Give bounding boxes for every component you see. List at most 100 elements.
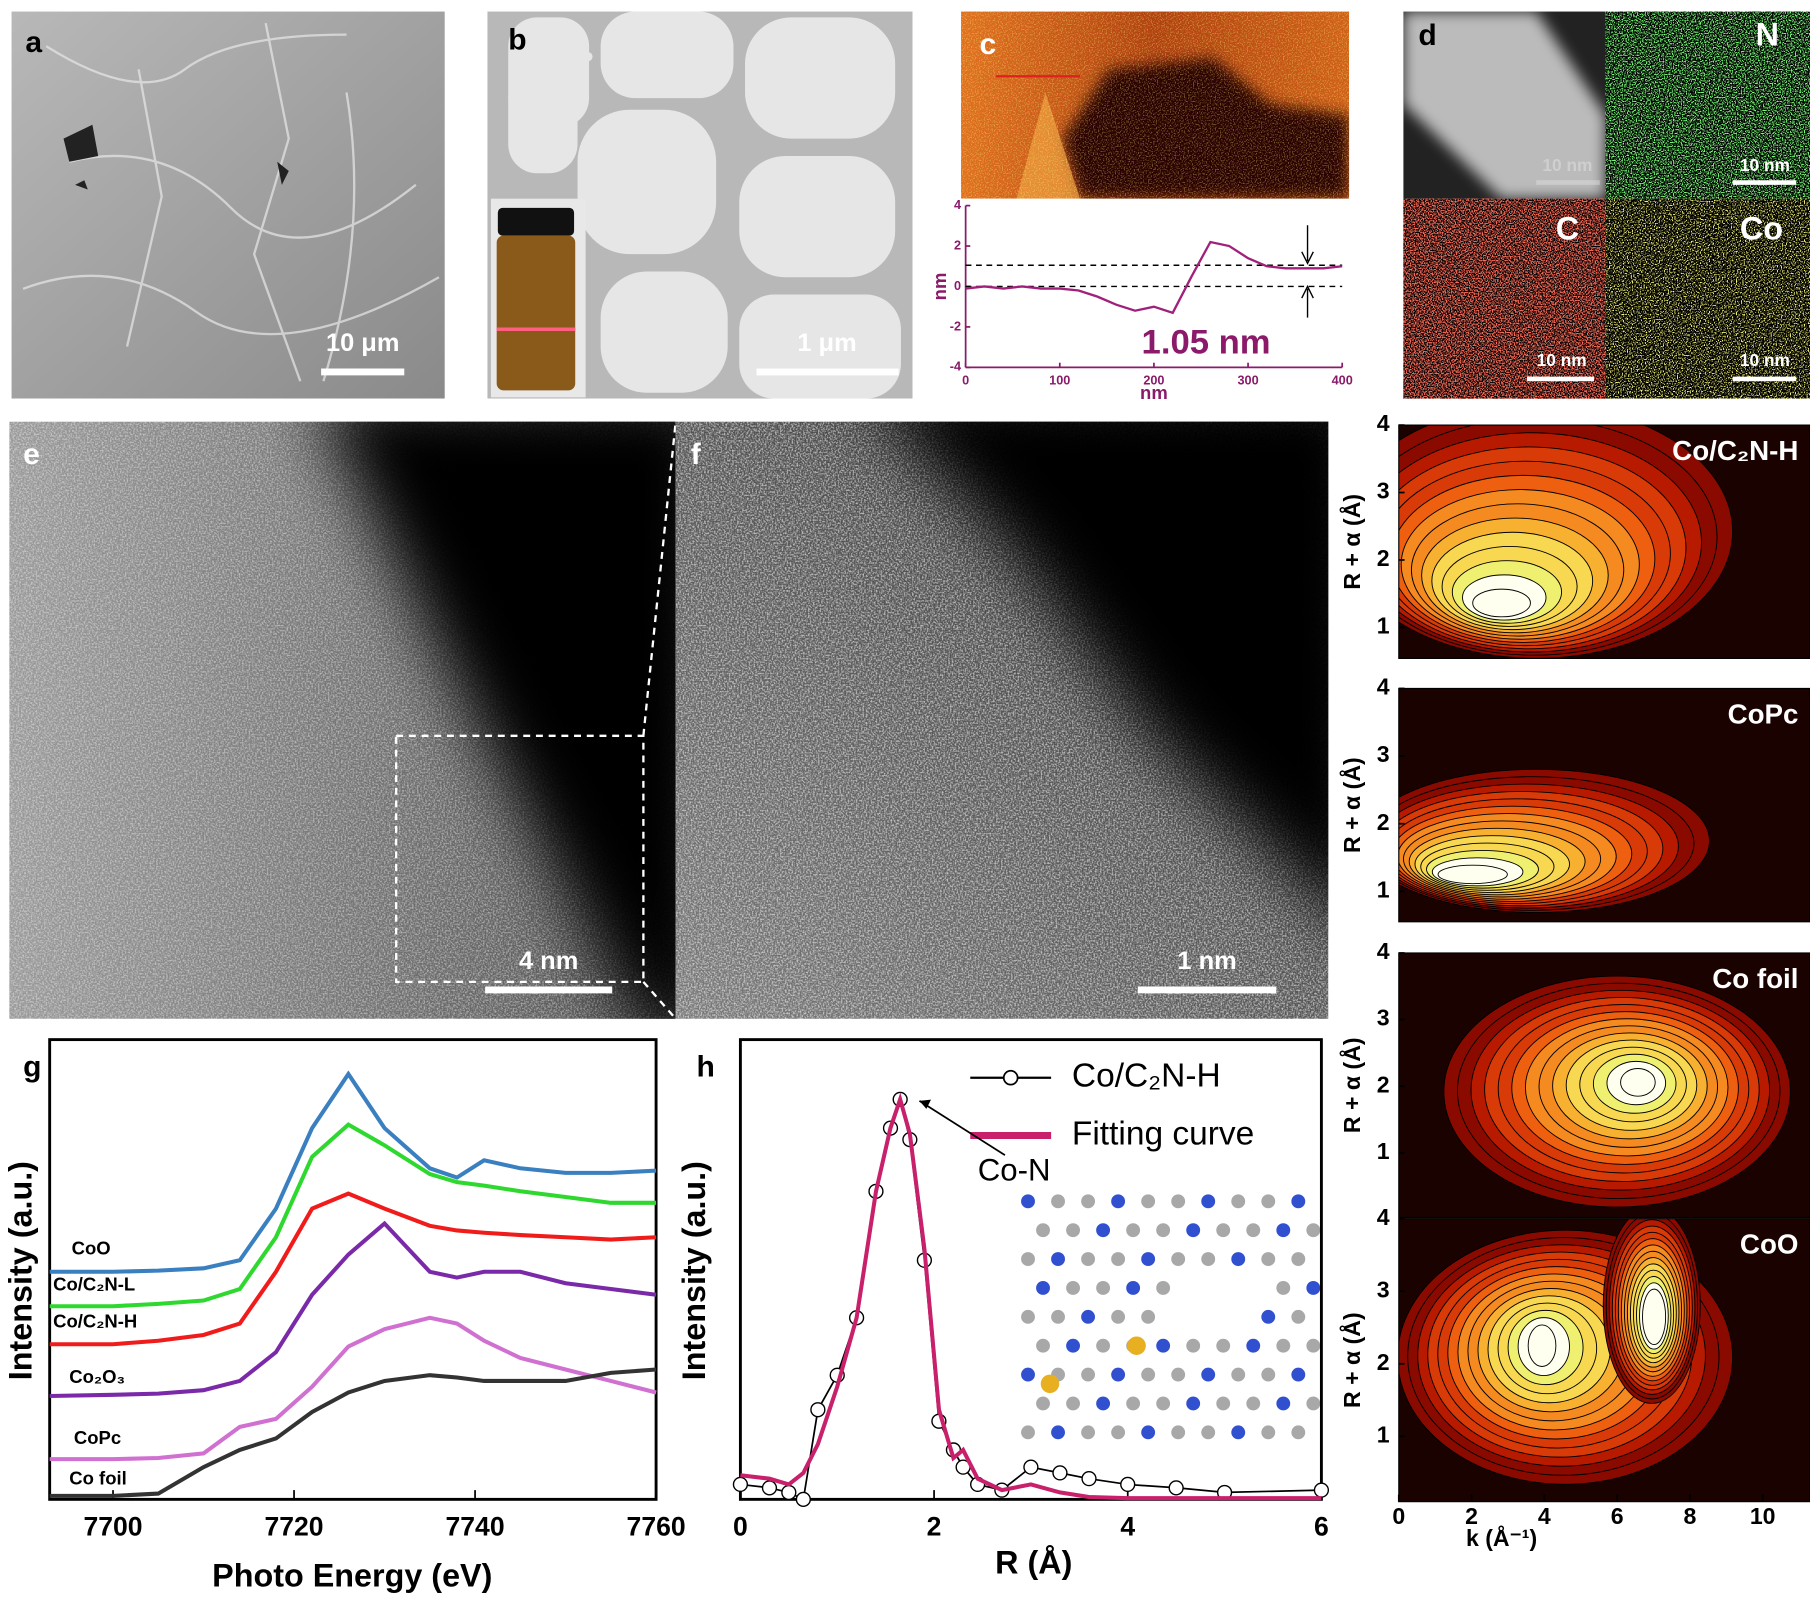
atom bbox=[1171, 1194, 1186, 1209]
atom bbox=[1171, 1367, 1186, 1382]
atom bbox=[1051, 1252, 1065, 1267]
atom bbox=[1156, 1396, 1171, 1411]
atom bbox=[1156, 1338, 1171, 1353]
arrow-head bbox=[919, 1099, 931, 1109]
atom bbox=[1306, 1396, 1321, 1411]
series-line bbox=[49, 1315, 657, 1462]
series-line bbox=[49, 1191, 657, 1347]
wavelet-panel bbox=[1398, 424, 1810, 659]
atom bbox=[1156, 1223, 1171, 1238]
contours bbox=[1398, 768, 1710, 913]
y-tick-label: 2 bbox=[1377, 1349, 1390, 1375]
scale-bar-label: 4 nm bbox=[519, 947, 578, 975]
atom bbox=[1246, 1338, 1261, 1353]
x-tick-label: 10 bbox=[1750, 1503, 1776, 1529]
x-axis-title: Photo Energy (eV) bbox=[212, 1557, 492, 1593]
contour bbox=[1642, 1288, 1667, 1346]
data-point bbox=[761, 1480, 778, 1496]
contour bbox=[1437, 864, 1508, 885]
atom bbox=[1036, 1281, 1050, 1295]
zoom-line bbox=[642, 421, 677, 736]
contours bbox=[1398, 425, 1734, 659]
series-label: CoO bbox=[72, 1238, 111, 1259]
atom bbox=[1231, 1367, 1246, 1382]
series-label: CoPc bbox=[74, 1427, 121, 1448]
series-line bbox=[740, 1092, 1322, 1501]
atom bbox=[1127, 1336, 1146, 1355]
data-point bbox=[1081, 1471, 1097, 1487]
data-point bbox=[810, 1402, 826, 1418]
series-line bbox=[49, 1367, 657, 1498]
x-tick-label: 0 bbox=[733, 1512, 748, 1542]
panel-name: Co foil bbox=[1712, 963, 1798, 994]
atom bbox=[1021, 1425, 1035, 1440]
data-point bbox=[732, 1476, 749, 1493]
panel-name: CoPc bbox=[1728, 699, 1799, 730]
atom bbox=[1291, 1252, 1306, 1267]
series-line bbox=[49, 1070, 657, 1274]
x-tick-label: 0 bbox=[962, 374, 969, 388]
atom bbox=[1081, 1367, 1096, 1382]
y-tick-label: 1 bbox=[1377, 1421, 1390, 1447]
atom bbox=[1051, 1309, 1065, 1324]
y-axis-title: Intensity (a.u.) bbox=[676, 1161, 712, 1380]
atom bbox=[1306, 1223, 1321, 1238]
x-tick-label: 400 bbox=[1332, 374, 1353, 388]
x-tick-label: 100 bbox=[1049, 374, 1070, 388]
scale-bar-label: 10 nm bbox=[1537, 350, 1587, 370]
scale-bar-label: 1 nm bbox=[1177, 947, 1236, 975]
annotation: 1.05 nm bbox=[1142, 323, 1271, 361]
data-point bbox=[1168, 1480, 1184, 1496]
wrinkles bbox=[22, 22, 440, 382]
atom bbox=[1126, 1281, 1141, 1295]
data-point bbox=[1023, 1459, 1039, 1475]
data-point bbox=[1120, 1476, 1136, 1493]
atom bbox=[1306, 1281, 1321, 1295]
element-label: Co bbox=[1740, 211, 1783, 247]
x-tick-label: 7700 bbox=[83, 1512, 142, 1542]
x-tick-label: 200 bbox=[1143, 374, 1164, 388]
atom bbox=[1231, 1425, 1246, 1440]
atom bbox=[1141, 1194, 1156, 1209]
atom bbox=[1171, 1425, 1186, 1440]
y-tick-label: 1 bbox=[1377, 876, 1390, 902]
x-axis-title: nm bbox=[1140, 382, 1168, 403]
series-label: Co/C₂N-H bbox=[53, 1310, 137, 1331]
series-label: Co foil bbox=[69, 1468, 126, 1489]
wavelet-panel bbox=[1398, 687, 1810, 923]
legend-label: Fitting curve bbox=[1072, 1115, 1254, 1152]
atom bbox=[1141, 1309, 1156, 1324]
contours bbox=[1398, 1218, 1734, 1485]
atom bbox=[1291, 1367, 1306, 1382]
structure-inset bbox=[1021, 1194, 1321, 1440]
atom bbox=[1141, 1367, 1156, 1382]
panel-d: d 10 nm N 10 nm C 10 nm Co 10 nm bbox=[1403, 11, 1810, 399]
atom bbox=[1096, 1281, 1111, 1295]
atom bbox=[1111, 1367, 1126, 1382]
series-label: Co₂O₃ bbox=[69, 1366, 125, 1387]
y-tick-label: -4 bbox=[950, 360, 961, 374]
atom bbox=[1186, 1223, 1201, 1238]
x-tick-label: 6 bbox=[1611, 1503, 1624, 1529]
atom bbox=[1156, 1281, 1171, 1295]
atom bbox=[1201, 1252, 1216, 1267]
atom bbox=[1111, 1252, 1126, 1267]
atom bbox=[1216, 1223, 1231, 1238]
y-axis-title: nm bbox=[929, 273, 950, 301]
atom bbox=[1231, 1194, 1246, 1209]
contour bbox=[1472, 588, 1531, 618]
y-tick-label: 2 bbox=[1377, 545, 1390, 571]
atom bbox=[1040, 1374, 1060, 1394]
atom bbox=[1201, 1194, 1216, 1209]
atom bbox=[1231, 1252, 1246, 1267]
zoom-line bbox=[642, 981, 677, 1020]
wavelet-frame bbox=[1398, 424, 1810, 659]
atom bbox=[1186, 1338, 1201, 1353]
atom bbox=[1081, 1252, 1096, 1267]
data-point bbox=[1052, 1465, 1068, 1481]
contours bbox=[1443, 975, 1791, 1208]
y-tick-label: 4 bbox=[1377, 674, 1390, 700]
annotation: Co-N bbox=[978, 1153, 1051, 1188]
y-tick-label: 1 bbox=[1377, 613, 1390, 639]
